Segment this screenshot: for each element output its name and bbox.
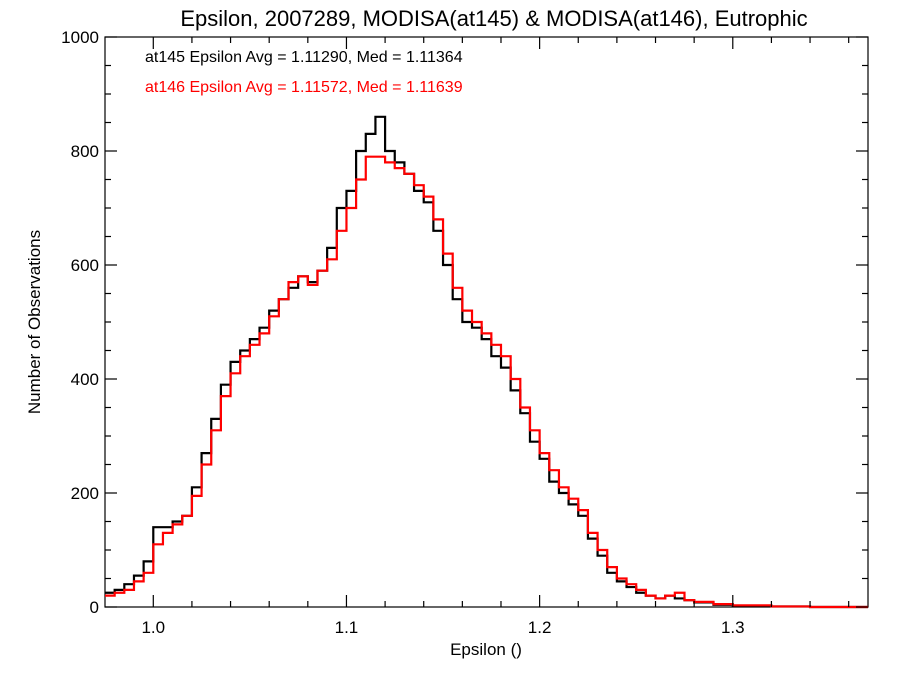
- x-tick-label: 1.1: [335, 618, 359, 637]
- x-tick-label: 1.3: [721, 618, 745, 637]
- y-tick-label: 600: [71, 256, 99, 275]
- plot-frame: [104, 36, 869, 608]
- chart-title: Epsilon, 2007289, MODISA(at145) & MODISA…: [180, 6, 807, 31]
- y-tick-label: 1000: [61, 28, 99, 47]
- ticks-layer: 1.0 1.1 1.2 1.3 0 200 400 600 800 1000: [61, 28, 868, 637]
- x-axis-label: Epsilon (): [450, 640, 522, 659]
- y-tick-label: 400: [71, 370, 99, 389]
- y-tick-label: 0: [90, 598, 99, 617]
- annotation-at145: at145 Epsilon Avg = 1.11290, Med = 1.113…: [145, 49, 463, 66]
- x-tick-label: 1.2: [528, 618, 552, 637]
- series-0-line: [105, 115, 868, 609]
- series-layer: [105, 115, 868, 609]
- y-axis-label: Number of Observations: [25, 230, 44, 414]
- series-1-line: [105, 155, 868, 609]
- y-tick-label: 200: [71, 484, 99, 503]
- y-tick-label: 800: [71, 142, 99, 161]
- annotation-at146: at146 Epsilon Avg = 1.11572, Med = 1.116…: [145, 79, 463, 96]
- x-tick-label: 1.0: [141, 618, 165, 637]
